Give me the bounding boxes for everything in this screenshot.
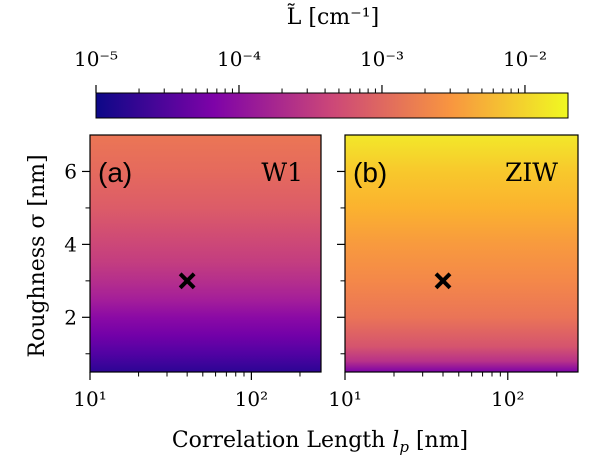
x-axis-label: Correlation Length lp [nm]: [172, 428, 468, 456]
panel-a-y-tick-labels: 2 4 6: [64, 159, 77, 329]
panel-a: 2 4 6 10¹ 10² (a) W1: [64, 134, 322, 411]
x-axis-label-subscript: p: [399, 438, 409, 456]
panel-b-x-tick-label: 10¹: [328, 387, 361, 411]
panel-a-label: (a): [98, 157, 132, 188]
panel-a-x-tick-labels: 10¹ 10²: [73, 387, 268, 411]
panel-b-marker: [434, 272, 452, 290]
panel-b-x-tick-labels: 10¹ 10²: [328, 387, 524, 411]
panel-b: 10¹ 10² (b) ZIW: [328, 134, 579, 411]
colorbar-label: L̃ [cm⁻¹]: [287, 4, 380, 30]
colorbar-tick-label: 10⁻⁵: [74, 47, 118, 71]
colorbar-tick-label: 10⁻⁴: [217, 47, 261, 71]
panel-b-frame: [344, 134, 579, 373]
panel-a-x-tick-label: 10²: [235, 387, 268, 411]
panel-a-marker-stroke: [178, 272, 196, 290]
panel-b-material: ZIW: [505, 158, 558, 187]
x-axis-label-symbol: l: [392, 428, 399, 453]
colorbar-tick-labels: 10⁻⁵ 10⁻⁴ 10⁻³ 10⁻²: [74, 47, 547, 71]
panel-a-material: W1: [261, 158, 303, 187]
panel-a-frame: [89, 134, 322, 373]
colorbar-tick-label: 10⁻³: [360, 47, 404, 71]
panel-a-y-tick-label: 2: [64, 305, 77, 329]
colorbar-tick-label: 10⁻²: [503, 47, 547, 71]
panel-a-y-tick-label: 4: [64, 232, 77, 256]
panel-b-marker-stroke: [434, 272, 452, 290]
panel-a-y-tick-label: 6: [64, 159, 77, 183]
x-axis-label-prefix: Correlation Length: [172, 428, 392, 453]
y-axis-label: Roughness σ [nm]: [25, 154, 50, 357]
heatmap-a: [90, 135, 321, 372]
panel-a-x-tick-label: 10¹: [73, 387, 106, 411]
panel-b-ticks: [337, 170, 558, 380]
panel-a-ticks: [82, 170, 301, 380]
colorbar-gradient: [95, 92, 569, 119]
colorbar-ticks: [95, 85, 526, 93]
panel-b-x-tick-label: 10²: [491, 387, 524, 411]
x-axis-label-unit: [nm]: [409, 428, 468, 453]
heatmap-b: [345, 135, 578, 372]
panel-a-marker: [178, 272, 196, 290]
colorbar: L̃ [cm⁻¹] 10⁻⁵ 10⁻⁴ 10⁻³ 10⁻²: [74, 4, 569, 119]
panel-b-label: (b): [353, 157, 387, 188]
